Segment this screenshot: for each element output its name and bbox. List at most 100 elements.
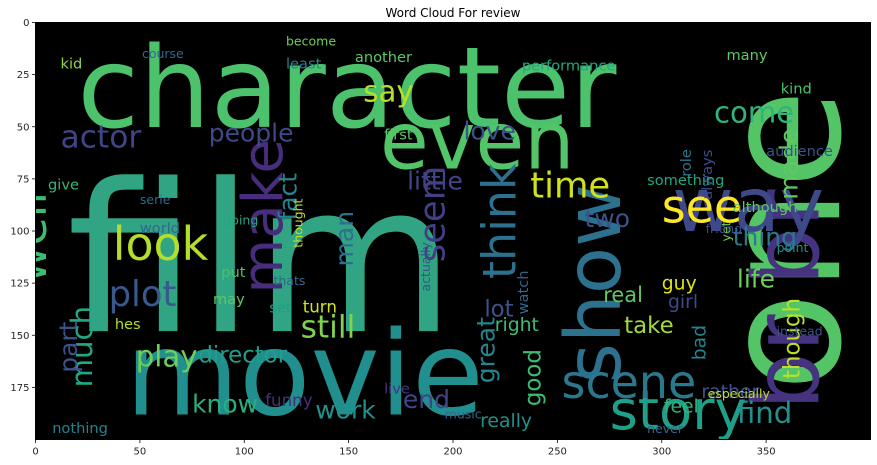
word-scene: scene bbox=[562, 355, 697, 409]
word-part: part bbox=[54, 321, 83, 372]
y-tick-label: 25 bbox=[17, 70, 30, 81]
word-although: although bbox=[733, 199, 798, 216]
word-point: point bbox=[777, 240, 809, 255]
word-made: made bbox=[774, 129, 803, 200]
y-axis: 0 25 50 75 100 125 150 175 bbox=[10, 18, 36, 394]
word-good: good bbox=[521, 349, 547, 406]
word-instead: instead bbox=[777, 323, 823, 338]
word-know: know bbox=[192, 389, 258, 418]
word-though: though bbox=[780, 298, 806, 379]
word-performance: performance bbox=[522, 57, 615, 74]
word-put: put bbox=[221, 264, 246, 281]
x-tick-label: 300 bbox=[652, 447, 671, 458]
y-tick-label: 150 bbox=[10, 331, 29, 342]
word-play: play bbox=[136, 340, 198, 374]
word-turn: turn bbox=[303, 296, 337, 316]
word-live: live bbox=[384, 381, 410, 398]
y-tick-label: 50 bbox=[17, 122, 30, 133]
word-end: end bbox=[403, 385, 450, 414]
word-friend: friend bbox=[706, 221, 743, 236]
word-never: never bbox=[647, 421, 684, 436]
word-set: set bbox=[269, 299, 292, 316]
word-people: people bbox=[209, 118, 294, 147]
word-great: great bbox=[472, 317, 501, 383]
word-see: see bbox=[662, 180, 742, 234]
word-really: really bbox=[480, 411, 532, 432]
word-bad: bad bbox=[690, 325, 711, 360]
word-find: find bbox=[737, 396, 792, 430]
word-guy: guy bbox=[662, 273, 697, 294]
word-seem: seem bbox=[413, 166, 454, 262]
word-director: director bbox=[198, 342, 287, 368]
word-br-br: br br bbox=[733, 189, 840, 410]
word-work: work bbox=[315, 396, 376, 425]
chart-title: Word Cloud For review bbox=[386, 6, 521, 20]
x-axis: 0 50 100 150 200 250 300 350 bbox=[32, 439, 776, 458]
word-time: time bbox=[530, 166, 610, 207]
word-much: much bbox=[65, 306, 99, 387]
word-come: come bbox=[714, 96, 794, 130]
word-kind: kind bbox=[781, 80, 812, 97]
word-nothing: nothing bbox=[52, 420, 108, 437]
word-many: many bbox=[726, 47, 767, 64]
word-another: another bbox=[355, 49, 412, 66]
word-actor: actor bbox=[61, 120, 142, 156]
word-actually: actually bbox=[418, 242, 433, 292]
x-tick-label: 250 bbox=[548, 447, 567, 458]
y-tick-label: 125 bbox=[10, 279, 29, 290]
word-watch: watch bbox=[515, 271, 532, 315]
word-may: may bbox=[213, 291, 245, 308]
y-tick-label: 75 bbox=[17, 174, 30, 185]
word-film: film bbox=[67, 139, 455, 380]
word-way: way bbox=[672, 161, 824, 249]
word-real: real bbox=[603, 283, 643, 307]
word-thing: thing bbox=[733, 223, 797, 252]
word-take: take bbox=[624, 313, 674, 339]
x-tick-label: 0 bbox=[32, 447, 38, 458]
word-give: give bbox=[48, 176, 79, 193]
word-still: still bbox=[301, 309, 356, 345]
word-life: life bbox=[737, 264, 775, 293]
word-make: make bbox=[231, 139, 296, 294]
word-something: something bbox=[647, 172, 724, 189]
word-audience: audience bbox=[766, 143, 833, 160]
word-world: world bbox=[140, 220, 180, 237]
word-show: show bbox=[549, 184, 639, 383]
word-funny: funny bbox=[265, 390, 313, 410]
word-two: two bbox=[585, 204, 631, 233]
word-going: going bbox=[223, 213, 258, 228]
word-say: say bbox=[363, 75, 413, 109]
word-little: little bbox=[407, 166, 463, 195]
word-role: role bbox=[678, 149, 695, 177]
word-especially: especially bbox=[708, 386, 771, 401]
word-man: man bbox=[330, 211, 359, 267]
word-character: character bbox=[77, 22, 617, 154]
word-rather: rather bbox=[701, 382, 759, 403]
x-tick-label: 200 bbox=[443, 447, 462, 458]
word-first: first bbox=[384, 126, 413, 143]
word-course: course bbox=[142, 46, 184, 61]
plot-background bbox=[35, 22, 871, 440]
word-thought: thought bbox=[291, 198, 306, 247]
word-lot: lot bbox=[484, 296, 513, 322]
x-tick-label: 150 bbox=[339, 447, 358, 458]
word-least: least bbox=[286, 55, 322, 72]
word-right: right bbox=[495, 315, 539, 336]
word-become: become bbox=[286, 33, 336, 48]
word-fact: fact bbox=[273, 173, 302, 221]
word-story: story bbox=[610, 379, 747, 442]
word-serie: serie bbox=[140, 192, 171, 207]
y-tick-label: 100 bbox=[10, 227, 29, 238]
word-well: well bbox=[3, 192, 57, 283]
word-music: music bbox=[445, 407, 482, 422]
word-plot: plot bbox=[109, 274, 177, 315]
word-think: think bbox=[473, 163, 527, 279]
word-movie: movie bbox=[125, 306, 484, 442]
word-look: look bbox=[113, 217, 209, 271]
word-love: love bbox=[463, 116, 515, 145]
x-tick-label: 50 bbox=[134, 447, 147, 458]
word-even: even bbox=[380, 94, 575, 187]
word-always: always bbox=[699, 150, 716, 200]
